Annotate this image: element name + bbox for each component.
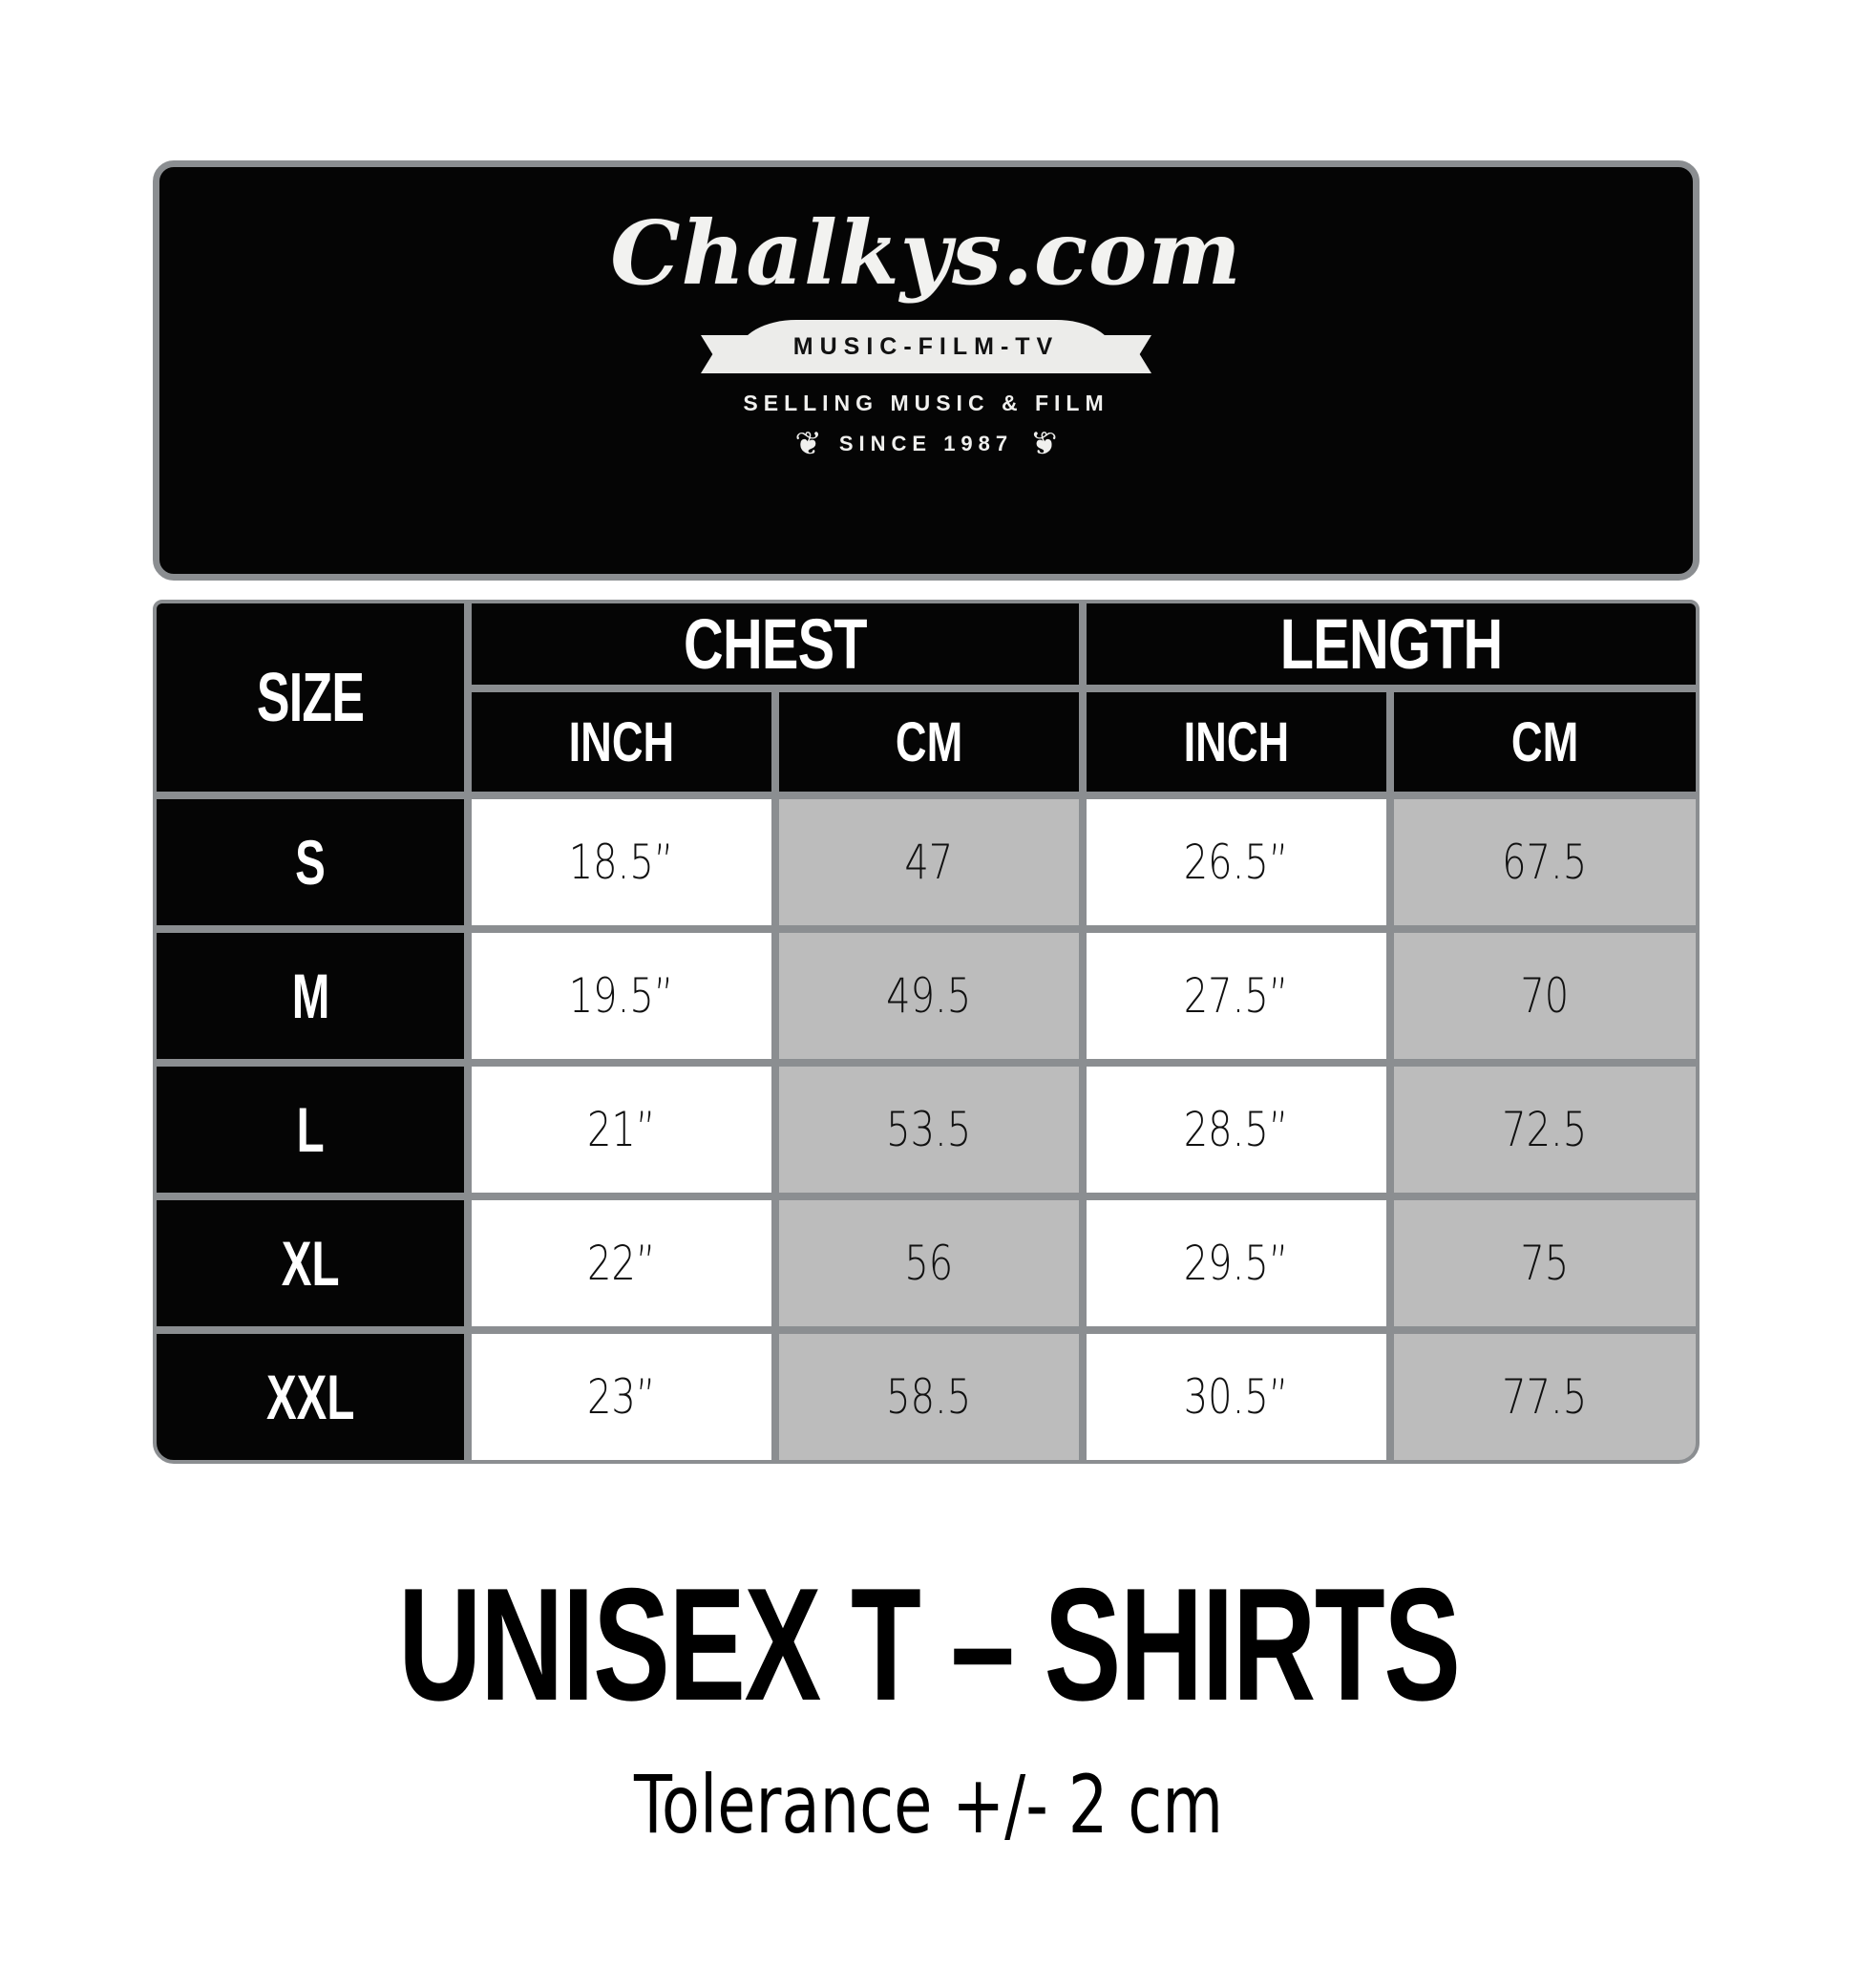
- cell-value: 53.5: [886, 1102, 972, 1157]
- since-label: SINCE 1987: [838, 432, 1014, 455]
- ribbon-banner: MUSIC-FILM-TV: [159, 320, 1693, 375]
- cell-chest-inch: 19.5”: [468, 929, 775, 1063]
- row-size-cell: M: [153, 929, 468, 1063]
- header-length-cm: CM: [1390, 688, 1700, 795]
- cell-length-cm: 72.5: [1390, 1063, 1700, 1196]
- brand-tagline: SELLING MUSIC & FILM: [743, 391, 1109, 415]
- cell-value: 49.5: [886, 968, 972, 1024]
- page-title-text: UNISEX T – SHIRTS: [398, 1554, 1461, 1734]
- row-size-label: XL: [281, 1228, 340, 1299]
- cell-value: 70: [1520, 968, 1570, 1024]
- cell-chest-inch: 21”: [468, 1063, 775, 1196]
- cell-value: 27.5”: [1184, 968, 1289, 1024]
- size-chart-table: SIZE CHEST LENGTH INCH CM INCH: [153, 600, 1700, 1464]
- cell-chest-cm: 53.5: [775, 1063, 1083, 1196]
- flourish-left-icon: ❦: [794, 425, 822, 463]
- cell-chest-cm: 47: [775, 795, 1083, 929]
- page-title: UNISEX T – SHIRTS: [0, 1564, 1858, 1724]
- row-size-label: S: [295, 827, 326, 898]
- cell-chest-cm: 58.5: [775, 1330, 1083, 1464]
- cell-length-cm: 77.5: [1390, 1330, 1700, 1464]
- header-chest-inch-label: INCH: [568, 710, 675, 773]
- header-size-label: SIZE: [256, 659, 365, 736]
- header-length-inch-label: INCH: [1183, 710, 1290, 773]
- header-group-length: LENGTH: [1083, 600, 1700, 688]
- table-header-row-groups: SIZE CHEST LENGTH: [153, 600, 1700, 795]
- row-size-cell: S: [153, 795, 468, 929]
- cell-length-inch: 29.5”: [1083, 1196, 1390, 1330]
- header-chest-cm-label: CM: [895, 710, 963, 773]
- row-size-label: M: [291, 961, 329, 1031]
- cell-value: 21”: [587, 1102, 656, 1157]
- cell-length-inch: 30.5”: [1083, 1330, 1390, 1464]
- table-row: L 21” 53.5 28.5” 72.5: [153, 1063, 1700, 1196]
- cell-value: 26.5”: [1184, 835, 1289, 890]
- cell-chest-cm: 56: [775, 1196, 1083, 1330]
- cell-value: 67.5: [1502, 835, 1588, 890]
- header-length-inch: INCH: [1083, 688, 1390, 795]
- tolerance-note-text: Tolerance +/- 2 cm: [634, 1758, 1224, 1851]
- header-length-cm-label: CM: [1510, 710, 1579, 773]
- row-size-cell: L: [153, 1063, 468, 1196]
- cell-chest-inch: 23”: [468, 1330, 775, 1464]
- cell-length-cm: 75: [1390, 1196, 1700, 1330]
- header-size-cell: SIZE: [153, 600, 468, 795]
- header-group-chest-label: CHEST: [684, 604, 868, 684]
- cell-value: 58.5: [886, 1369, 972, 1425]
- row-size-label: L: [296, 1094, 325, 1165]
- cell-value: 56: [904, 1236, 954, 1291]
- table-row: XL 22” 56 29.5” 75: [153, 1196, 1700, 1330]
- since-row: ❦ SINCE 1987 ❦: [159, 425, 1693, 463]
- header-chest-inch: INCH: [468, 688, 775, 795]
- cell-value: 19.5”: [569, 968, 674, 1024]
- cell-length-cm: 67.5: [1390, 795, 1700, 929]
- cell-length-cm: 70: [1390, 929, 1700, 1063]
- cell-value: 47: [904, 835, 954, 890]
- cell-length-inch: 27.5”: [1083, 929, 1390, 1063]
- tolerance-note: Tolerance +/- 2 cm: [0, 1765, 1858, 1845]
- row-size-cell: XXL: [153, 1330, 468, 1464]
- ribbon-label: MUSIC-FILM-TV: [792, 333, 1060, 360]
- row-size-label: XXL: [265, 1362, 355, 1432]
- cell-value: 72.5: [1502, 1102, 1588, 1157]
- table-header-row-units: INCH CM INCH CM: [153, 688, 1700, 795]
- cell-value: 30.5”: [1184, 1369, 1289, 1425]
- cell-length-inch: 26.5”: [1083, 795, 1390, 929]
- header-group-chest: CHEST: [468, 600, 1083, 688]
- cell-value: 22”: [587, 1236, 656, 1291]
- row-size-cell: XL: [153, 1196, 468, 1330]
- header-group-length-label: LENGTH: [1279, 604, 1503, 684]
- table-row: S 18.5” 47 26.5” 67.5: [153, 795, 1700, 929]
- cell-chest-inch: 22”: [468, 1196, 775, 1330]
- cell-value: 18.5”: [569, 835, 674, 890]
- table-row: XXL 23” 58.5 30.5” 77.5: [153, 1330, 1700, 1464]
- table-row: M 19.5” 49.5 27.5” 70: [153, 929, 1700, 1063]
- cell-chest-cm: 49.5: [775, 929, 1083, 1063]
- cell-value: 23”: [587, 1369, 656, 1425]
- cell-length-inch: 28.5”: [1083, 1063, 1390, 1196]
- brand-name: Chalkys.com: [610, 201, 1242, 305]
- flourish-right-icon: ❦: [1030, 425, 1058, 463]
- cell-value: 75: [1520, 1236, 1570, 1291]
- cell-value: 77.5: [1502, 1369, 1588, 1425]
- cell-value: 28.5”: [1184, 1102, 1289, 1157]
- cell-value: 29.5”: [1184, 1236, 1289, 1291]
- cell-chest-inch: 18.5”: [468, 795, 775, 929]
- brand-logo-panel: Chalkys.com MUSIC-FILM-TV SELLING MUSIC …: [153, 160, 1700, 581]
- ribbon-body-icon: [739, 320, 1113, 373]
- logo-content: Chalkys.com MUSIC-FILM-TV SELLING MUSIC …: [159, 201, 1693, 463]
- header-chest-cm: CM: [775, 688, 1083, 795]
